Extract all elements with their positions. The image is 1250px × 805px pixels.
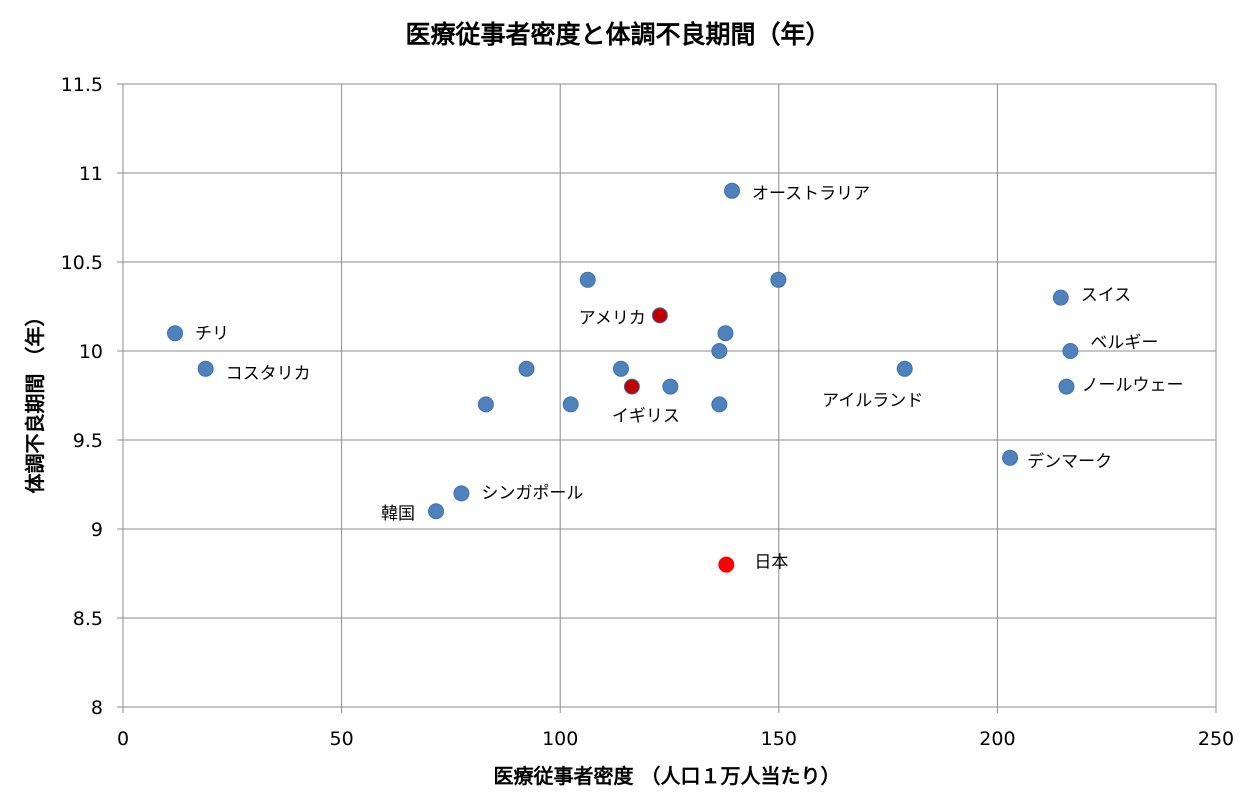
data-point <box>1062 343 1079 359</box>
y-tick-label: 8.5 <box>73 608 103 630</box>
data-point <box>197 360 214 377</box>
data-point <box>662 378 679 395</box>
y-tick-label: 11 <box>79 163 103 185</box>
data-point <box>711 396 728 413</box>
x-tick-label: 250 <box>1198 728 1234 750</box>
grid <box>122 83 1217 708</box>
x-tick-label: 100 <box>542 728 578 750</box>
data-point <box>428 503 445 520</box>
data-point <box>1002 449 1019 466</box>
point-label: オーストラリア <box>752 184 870 204</box>
y-tick-label: 8 <box>91 697 103 719</box>
data-point <box>518 360 535 377</box>
point-label: イギリス <box>612 407 680 427</box>
data-point <box>562 396 579 413</box>
data-point <box>718 556 735 573</box>
data-point <box>623 378 640 395</box>
point-label: 日本 <box>754 553 788 573</box>
point-label: コスタリカ <box>226 364 311 384</box>
y-axis-label: 体調不良期間 （年） <box>23 307 47 494</box>
data-point <box>1058 378 1075 395</box>
data-point <box>711 343 728 359</box>
x-tick-label: 0 <box>117 728 129 750</box>
point-label: ベルギー <box>1090 333 1158 353</box>
data-point <box>579 271 596 288</box>
x-tick-label: 150 <box>761 728 797 750</box>
y-tick-label: 9.5 <box>73 430 103 452</box>
x-tick-label: 200 <box>979 728 1015 750</box>
data-point <box>453 485 470 502</box>
data-point <box>896 360 913 377</box>
point-label: シンガポール <box>481 483 583 503</box>
y-tick-label: 9 <box>91 519 103 541</box>
axes <box>117 83 1217 713</box>
y-tick-label: 10.5 <box>61 252 103 274</box>
chart-title: 医療従事者密度と体調不良期間（年） <box>405 20 830 49</box>
point-label: ノールウェー <box>1081 376 1183 396</box>
point-label: アイルランド <box>822 391 923 411</box>
point-label: アメリカ <box>579 308 646 328</box>
tick-labels: 8 8.5 9 9.5 10 10.5 11 11.5 0 50 100 150 200 250 <box>61 74 1234 750</box>
y-tick-label: 11.5 <box>61 74 103 96</box>
data-point <box>717 325 734 342</box>
data-point <box>167 325 184 342</box>
y-tick-label: 10 <box>79 341 103 363</box>
x-axis-label: 医療従事者密度 （人口１万人当たり） <box>494 764 841 788</box>
point-label: 韓国 <box>381 504 415 524</box>
data-point <box>1052 289 1069 306</box>
x-tick-label: 50 <box>330 728 354 750</box>
data-point <box>651 307 668 324</box>
data-points <box>167 182 1079 573</box>
point-label: スイス <box>1081 286 1132 306</box>
point-label: デンマーク <box>1027 451 1112 472</box>
point-label: チリ <box>195 324 229 344</box>
data-point <box>612 360 629 377</box>
data-point <box>477 396 494 413</box>
data-point <box>770 271 787 288</box>
data-point <box>724 182 741 199</box>
